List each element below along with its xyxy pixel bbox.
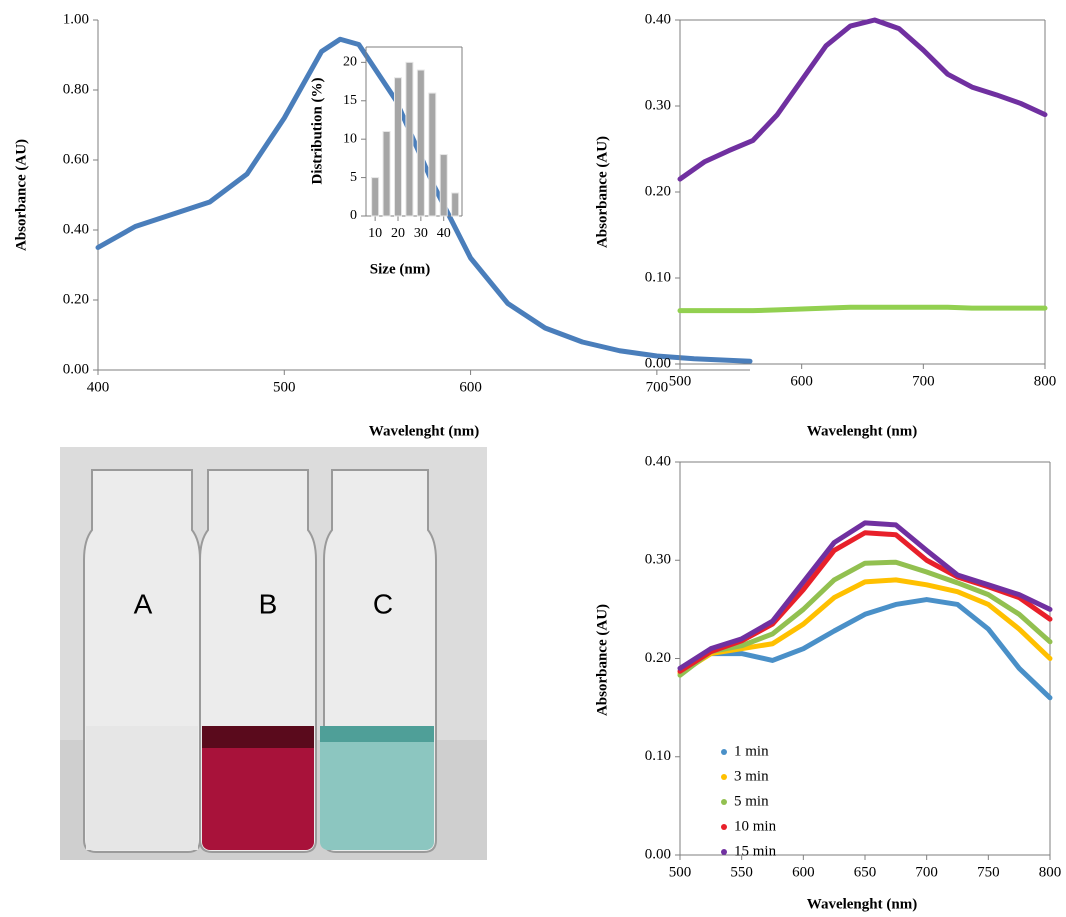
- y-axis-title: Absorbance (AU): [594, 136, 610, 248]
- x-tick-label: 550: [730, 864, 753, 880]
- x-axis-title: Wavelenght (nm): [807, 423, 917, 439]
- y-axis-title: Distribution (%): [309, 77, 325, 184]
- y-tick-label: 15: [343, 93, 357, 108]
- bar: [383, 132, 390, 217]
- y-tick-label: 0.60: [63, 151, 89, 167]
- x-axis-title: Wavelenght (nm): [807, 896, 917, 912]
- y-tick-label: 0.40: [645, 453, 671, 469]
- bar: [406, 62, 413, 216]
- series-line: [680, 20, 1045, 179]
- legend-marker: [721, 774, 727, 780]
- y-tick-label: 0.20: [63, 291, 89, 307]
- y-tick-label: 20: [343, 55, 357, 70]
- x-tick-label: 500: [273, 379, 296, 395]
- y-tick-label: 0.20: [645, 650, 671, 666]
- x-tick-label: 500: [669, 864, 692, 880]
- x-tick-label: 650: [854, 864, 877, 880]
- y-tick-label: 0.10: [645, 269, 671, 285]
- y-tick-label: 5: [350, 170, 357, 185]
- x-tick-label: 20: [391, 226, 405, 241]
- x-tick-label: 600: [792, 864, 815, 880]
- vial-label: A: [134, 588, 153, 619]
- vial-label: C: [373, 588, 393, 619]
- liquid-c: [320, 726, 434, 850]
- legend-label: 1 min: [734, 743, 769, 759]
- legend-label: 10 min: [734, 818, 777, 834]
- series-line: [680, 580, 1050, 673]
- y-axis-title: Absorbance (AU): [13, 139, 29, 251]
- vial-label: B: [259, 588, 278, 619]
- y-tick-label: 0.00: [645, 355, 671, 371]
- y-tick-label: 10: [343, 131, 357, 146]
- x-tick-label: 800: [1034, 373, 1057, 389]
- y-tick-label: 0.40: [645, 11, 671, 27]
- liquid-b-meniscus: [202, 726, 314, 748]
- x-axis-title: Size (nm): [370, 261, 430, 277]
- x-tick-label: 10: [368, 226, 382, 241]
- legend-marker: [721, 799, 727, 805]
- y-tick-label: 0.10: [645, 748, 671, 764]
- liquid-a: [86, 726, 198, 850]
- y-tick-label: 0.30: [645, 97, 671, 113]
- bar: [429, 93, 436, 216]
- legend-marker: [721, 849, 727, 855]
- bar: [395, 78, 402, 216]
- y-tick-label: 0.00: [645, 846, 671, 862]
- page: {"chart_data": [ {"type": "line", "x_lab…: [0, 0, 1066, 917]
- x-tick-label: 40: [437, 226, 451, 241]
- x-tick-label: 700: [915, 864, 938, 880]
- y-tick-label: 0.20: [645, 183, 671, 199]
- bar: [417, 70, 424, 216]
- x-tick-label: 600: [790, 373, 813, 389]
- x-tick-label: 600: [459, 379, 482, 395]
- legend-label: 3 min: [734, 768, 769, 784]
- bar: [440, 155, 447, 216]
- y-tick-label: 0.00: [63, 361, 89, 377]
- y-tick-label: 0: [350, 208, 357, 223]
- legend-marker: [721, 824, 727, 830]
- x-tick-label: 500: [669, 373, 692, 389]
- series-line: [680, 307, 1045, 310]
- y-tick-label: 0.80: [63, 81, 89, 97]
- series-line: [680, 562, 1050, 675]
- vial-photo: A B C: [60, 447, 487, 860]
- y-axis-title: Absorbance (AU): [594, 604, 610, 716]
- x-tick-label: 800: [1039, 864, 1062, 880]
- y-tick-label: 0.40: [63, 221, 89, 237]
- x-tick-label: 700: [912, 373, 935, 389]
- legend-label: 15 min: [734, 843, 777, 859]
- x-axis-title: Wavelenght (nm): [369, 423, 479, 439]
- y-tick-label: 1.00: [63, 11, 89, 27]
- x-tick-label: 400: [87, 379, 110, 395]
- legend-label: 5 min: [734, 793, 769, 809]
- x-tick-label: 750: [977, 864, 1000, 880]
- x-tick-label: 30: [414, 226, 428, 241]
- bar: [372, 178, 379, 216]
- legend-marker: [721, 749, 727, 755]
- liquid-c-meniscus: [320, 726, 434, 742]
- y-tick-label: 0.30: [645, 552, 671, 568]
- figure: A B C 0.000.200.400.600.801.004005006007…: [0, 0, 1066, 917]
- x-tick-label: 700: [646, 379, 669, 395]
- bar: [452, 193, 459, 216]
